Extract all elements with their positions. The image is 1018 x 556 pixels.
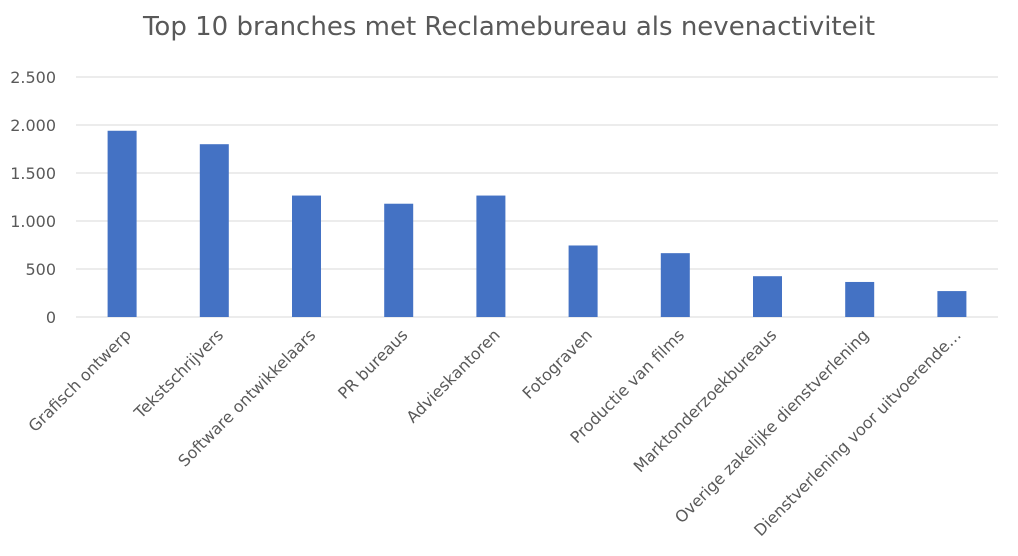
x-tick-label: PR bureaus [334,325,411,402]
x-tick-label: Overige zakelijke dienstverlening [671,325,873,527]
bar [476,195,506,317]
x-tick-label: Tekstschrijvers [130,325,227,422]
y-tick-label: 2.500 [10,68,56,87]
x-tick-label: Grafisch ontwerp [25,325,135,435]
y-tick-label: 2.000 [10,116,56,135]
bar [568,245,598,317]
y-axis-tick-labels: 0 500 1.000 1.500 2.000 2.500 [10,68,56,327]
x-tick-label: Dienstverlening voor uitvoerende… [750,325,965,540]
gridlines [76,76,998,318]
bar [384,203,414,317]
y-tick-label: 1.000 [10,212,56,231]
bar [199,144,229,317]
bar [937,291,967,317]
chart-title: Top 10 branches met Reclamebureau als ne… [142,12,876,42]
x-tick-label: Advieskantoren [403,325,504,426]
bar [292,195,321,317]
bar [660,253,690,317]
x-tick-label: Fotograven [519,325,596,402]
bar [753,276,782,317]
y-tick-label: 1.500 [10,164,56,183]
bar [845,281,875,317]
y-tick-label: 0 [46,308,56,327]
y-tick-label: 500 [25,260,56,279]
x-axis-tick-labels: Grafisch ontwerpTekstschrijversSoftware … [25,325,965,540]
bar [107,130,137,317]
bars [107,130,967,317]
